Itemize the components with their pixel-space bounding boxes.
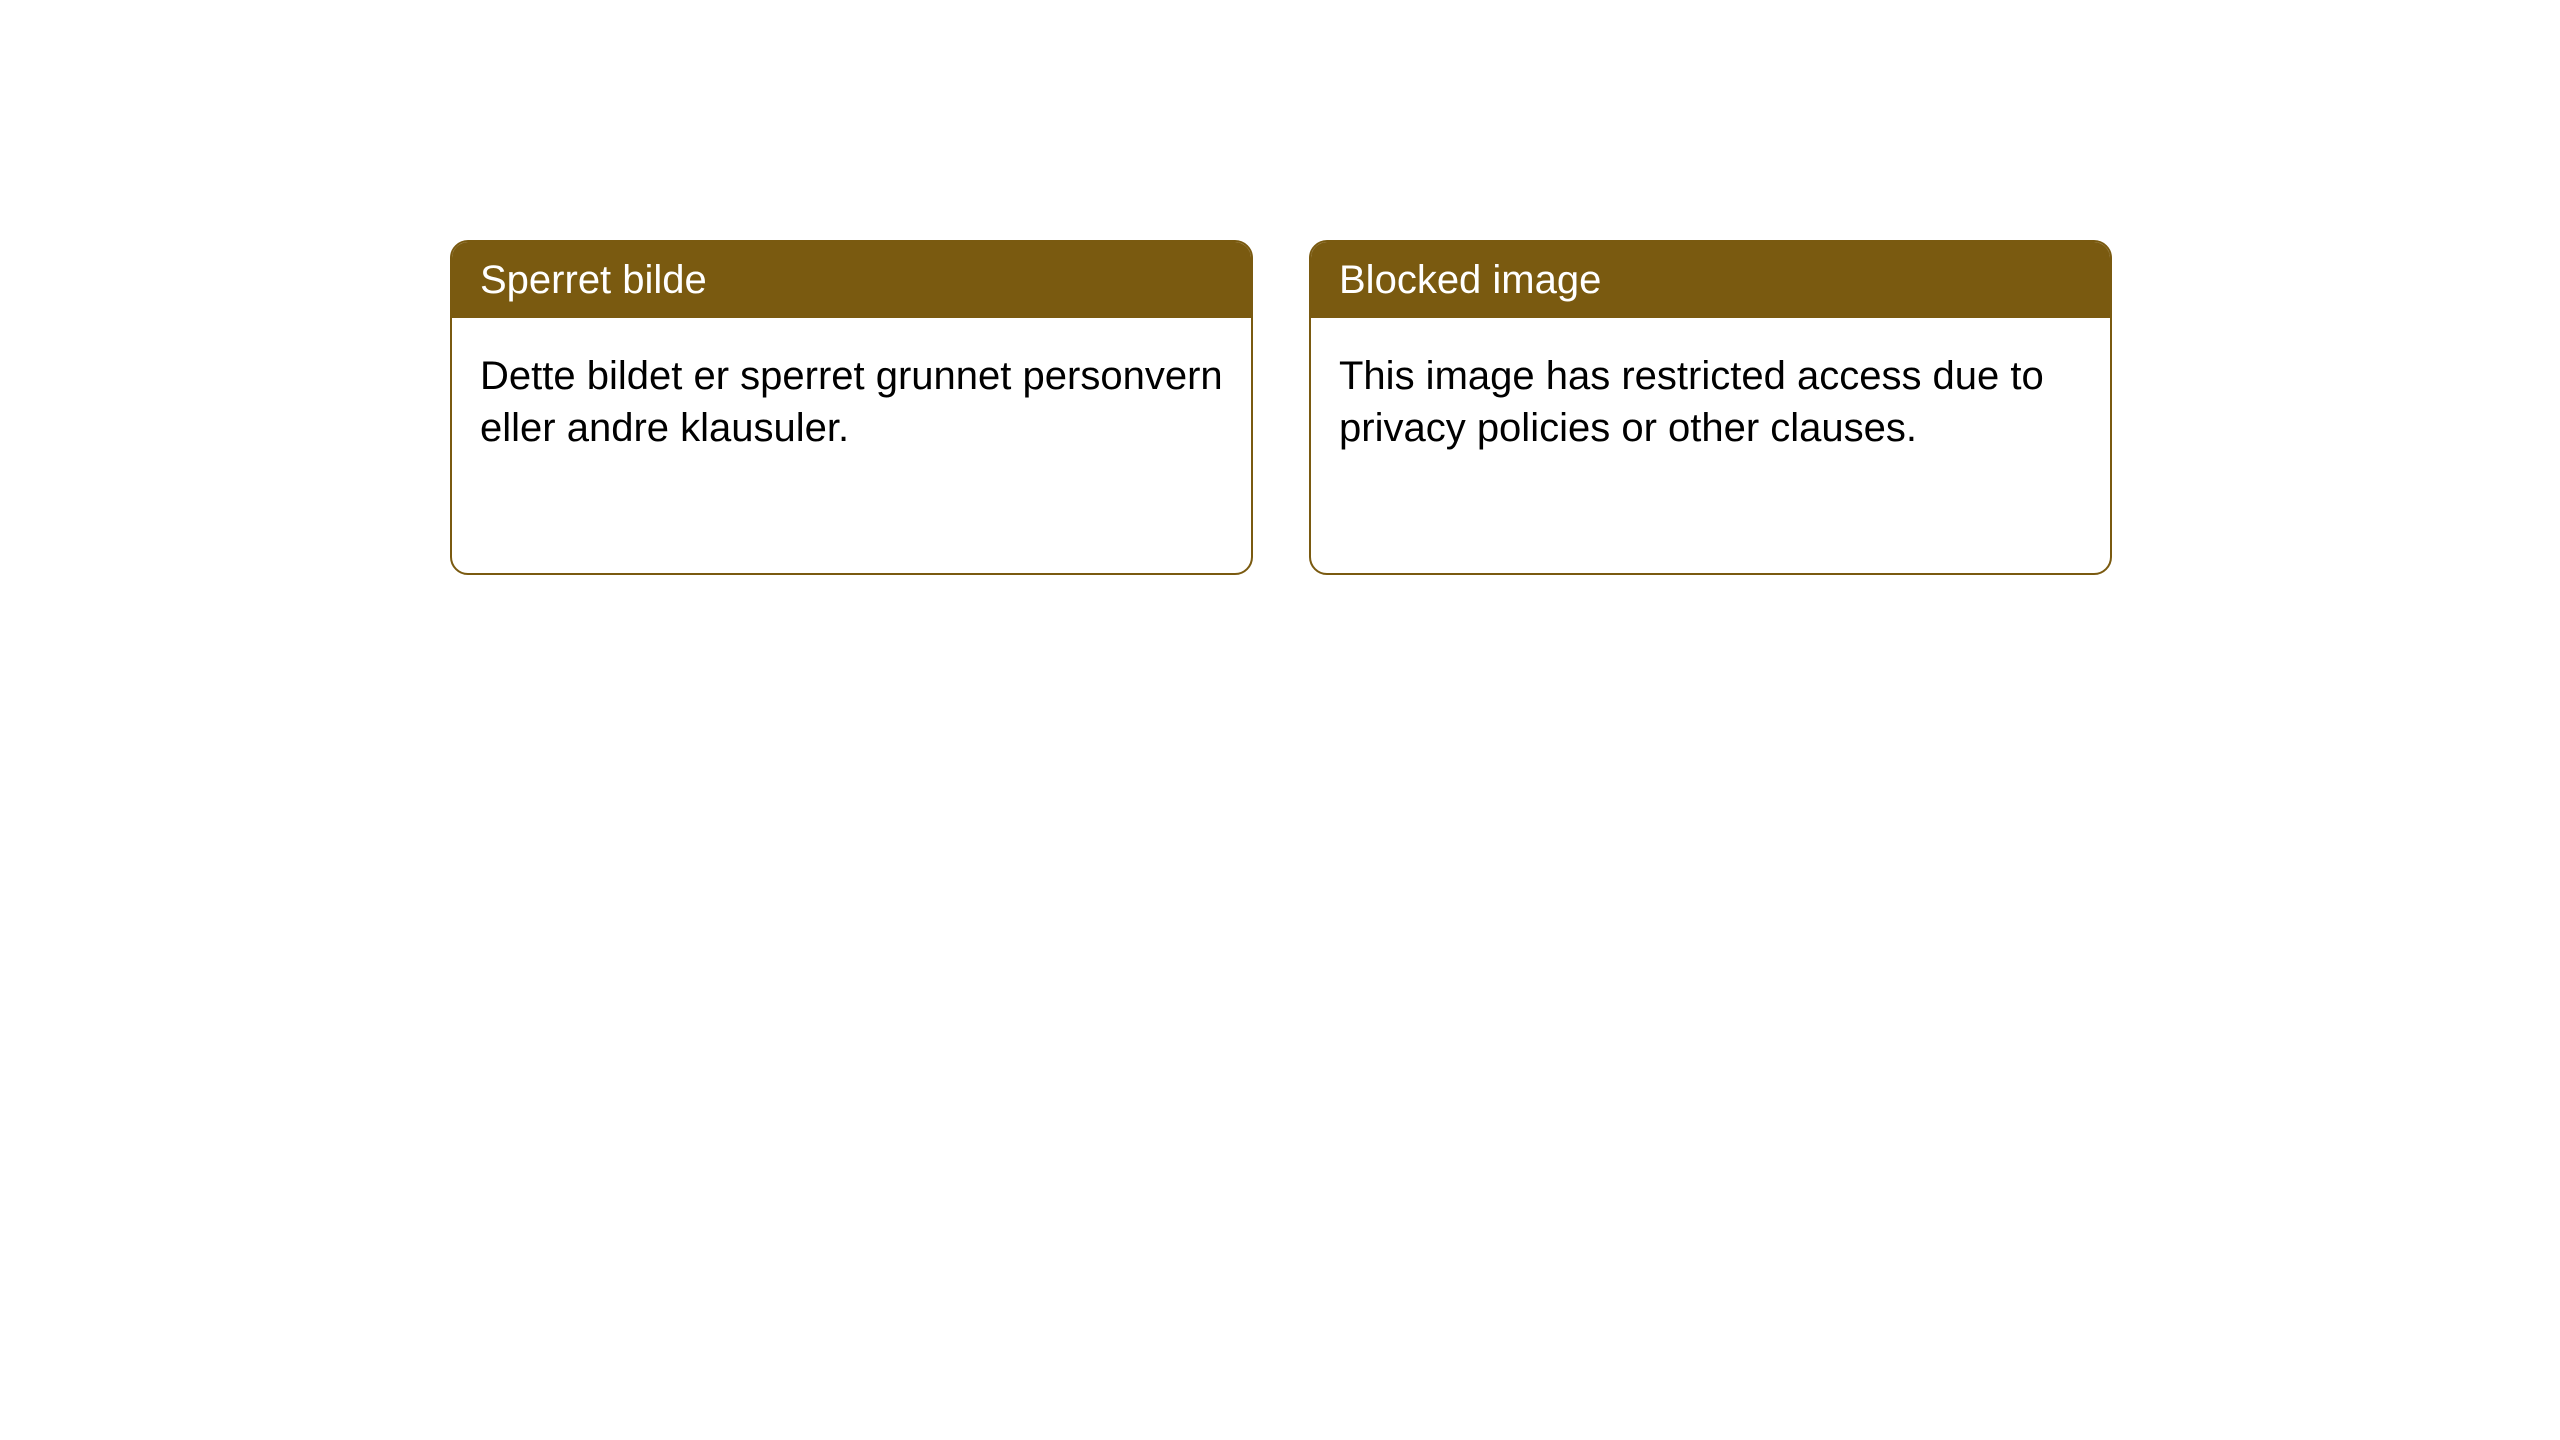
card-header-norwegian: Sperret bilde (452, 242, 1251, 318)
card-body-text: This image has restricted access due to … (1339, 354, 2044, 450)
card-header-english: Blocked image (1311, 242, 2110, 318)
notice-card-norwegian: Sperret bilde Dette bildet er sperret gr… (450, 240, 1253, 575)
notice-card-english: Blocked image This image has restricted … (1309, 240, 2112, 575)
card-body-english: This image has restricted access due to … (1311, 318, 2110, 486)
card-title: Blocked image (1339, 258, 1601, 302)
notice-cards-container: Sperret bilde Dette bildet er sperret gr… (450, 240, 2112, 575)
card-title: Sperret bilde (480, 258, 707, 302)
card-body-norwegian: Dette bildet er sperret grunnet personve… (452, 318, 1251, 486)
card-body-text: Dette bildet er sperret grunnet personve… (480, 354, 1223, 450)
